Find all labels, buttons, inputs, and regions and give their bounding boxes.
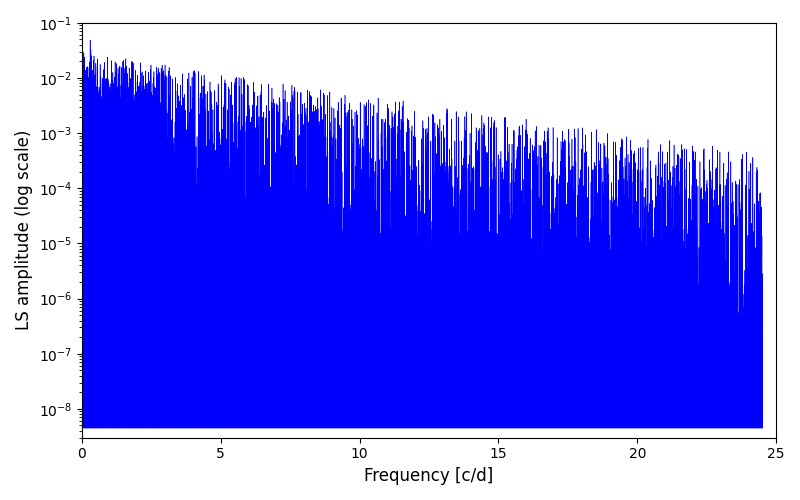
Y-axis label: LS amplitude (log scale): LS amplitude (log scale)	[15, 130, 33, 330]
X-axis label: Frequency [c/d]: Frequency [c/d]	[364, 467, 494, 485]
